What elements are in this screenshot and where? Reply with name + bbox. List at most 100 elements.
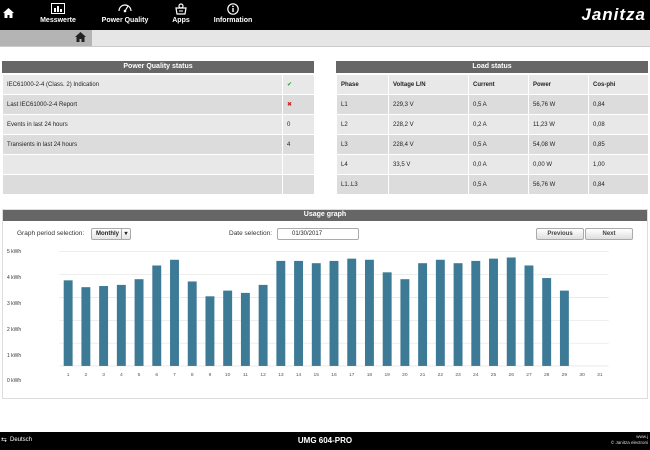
apps-icon bbox=[166, 3, 196, 15]
usage-bar-day-24[interactable] bbox=[471, 260, 481, 366]
x-tick-label: 5 bbox=[138, 372, 141, 378]
usage-graph-title: Usage graph bbox=[2, 209, 648, 221]
usage-bar-day-10[interactable] bbox=[223, 290, 233, 366]
usage-bar-day-3[interactable] bbox=[99, 286, 109, 366]
table-row: L1..L3 0,5 A 56,76 W 0,84 bbox=[336, 174, 649, 195]
date-input[interactable]: 01/30/2017 bbox=[277, 228, 359, 240]
column-header: Phase bbox=[336, 74, 389, 95]
nav-power-quality[interactable]: Power Quality bbox=[98, 3, 152, 24]
usage-bar-day-28[interactable] bbox=[542, 278, 552, 366]
y-tick-label: 2 kWh bbox=[7, 327, 22, 333]
x-tick-label: 16 bbox=[331, 372, 337, 378]
usage-bar-day-26[interactable] bbox=[506, 257, 516, 366]
y-tick-label: 1 kWh bbox=[7, 353, 22, 359]
usage-bar-day-23[interactable] bbox=[453, 263, 463, 366]
language-icon[interactable]: ⇆ bbox=[1, 437, 7, 444]
usage-bar-day-12[interactable] bbox=[258, 284, 268, 366]
usage-bar-day-7[interactable] bbox=[170, 259, 179, 366]
table-cell: L1..L3 bbox=[336, 174, 389, 195]
device-name: UMG 604-PRO bbox=[297, 436, 353, 445]
column-header: Cos-phi bbox=[588, 74, 649, 95]
x-tick-label: 26 bbox=[509, 372, 515, 378]
home-icon[interactable] bbox=[75, 32, 86, 44]
table-row: Transients in last 24 hours 4 bbox=[2, 134, 315, 155]
x-tick-label: 30 bbox=[579, 372, 585, 378]
usage-graph-panel bbox=[2, 209, 648, 399]
next-button[interactable]: Next bbox=[585, 228, 633, 240]
x-tick-label: 24 bbox=[473, 372, 479, 378]
x-tick-label: 3 bbox=[102, 372, 105, 378]
chevron-down-icon: ▾ bbox=[121, 229, 130, 239]
home-icon[interactable] bbox=[3, 8, 14, 20]
usage-bar-day-27[interactable] bbox=[524, 265, 534, 366]
usage-bar-day-18[interactable] bbox=[364, 259, 374, 366]
table-row: Events in last 24 hours 0 bbox=[2, 114, 315, 135]
period-select[interactable]: Monthly ▾ bbox=[91, 228, 131, 240]
previous-button[interactable]: Previous bbox=[536, 228, 584, 240]
x-tick-label: 19 bbox=[384, 372, 390, 378]
period-value: Monthly bbox=[96, 231, 119, 237]
table-row bbox=[2, 174, 315, 195]
usage-bar-day-22[interactable] bbox=[435, 259, 445, 366]
usage-bar-day-4[interactable] bbox=[116, 284, 126, 366]
pq-label: IEC61000-2-4 (Class. 2) Indication bbox=[2, 74, 283, 95]
date-label: Date selection: bbox=[229, 230, 272, 237]
table-cell: 0,08 bbox=[588, 114, 649, 135]
x-tick-label: 28 bbox=[544, 372, 550, 378]
table-cell: 0,5 A bbox=[468, 94, 529, 115]
y-tick-label: 4 kWh bbox=[7, 275, 22, 281]
nav-information[interactable]: Information bbox=[210, 3, 256, 24]
usage-bar-day-25[interactable] bbox=[489, 258, 498, 366]
usage-bar-day-13[interactable] bbox=[276, 260, 286, 366]
nav-messwerte[interactable]: Messwerte bbox=[36, 3, 80, 24]
janitza-logo: Janitza bbox=[581, 5, 646, 24]
pq-value bbox=[282, 174, 315, 195]
table-cell: 0,85 bbox=[588, 134, 649, 155]
information-icon bbox=[210, 3, 256, 15]
load-status-title: Load status bbox=[336, 61, 648, 73]
table-cell: 228,4 V bbox=[388, 134, 469, 155]
nav-apps[interactable]: Apps bbox=[166, 3, 196, 24]
table-cell: 1,00 bbox=[588, 154, 649, 175]
table-cell: L2 bbox=[336, 114, 389, 135]
usage-bar-day-21[interactable] bbox=[418, 263, 428, 366]
usage-bar-day-17[interactable] bbox=[347, 258, 357, 366]
usage-bar-day-15[interactable] bbox=[311, 263, 321, 366]
x-tick-label: 1 bbox=[67, 372, 70, 378]
usage-bar-day-6[interactable] bbox=[152, 265, 162, 366]
x-tick-label: 20 bbox=[402, 372, 408, 378]
status-bar: ⇆ Deutsch UMG 604-PRO www.j © Janitza el… bbox=[0, 432, 650, 450]
load-status-table: Phase Voltage L/N Current Power Cos-phi … bbox=[336, 74, 649, 195]
usage-bar-day-5[interactable] bbox=[134, 279, 144, 366]
column-header: Current bbox=[468, 74, 529, 95]
usage-bar-day-1[interactable] bbox=[63, 280, 73, 366]
usage-bar-day-16[interactable] bbox=[329, 260, 339, 366]
x-tick-label: 12 bbox=[260, 372, 266, 378]
nav-label: Messwerte bbox=[40, 17, 76, 24]
y-tick-label: 5 kWh bbox=[7, 249, 22, 255]
check-icon: ✔ bbox=[282, 74, 315, 95]
usage-bar-day-9[interactable] bbox=[205, 296, 215, 366]
usage-bar-day-8[interactable] bbox=[187, 281, 197, 366]
language-toggle[interactable]: Deutsch bbox=[10, 437, 33, 443]
nav-label: Apps bbox=[172, 17, 190, 24]
usage-bar-day-11[interactable] bbox=[240, 292, 250, 366]
x-tick-label: 25 bbox=[491, 372, 497, 378]
x-tick-label: 29 bbox=[562, 372, 568, 378]
x-tick-label: 2 bbox=[85, 372, 88, 378]
usage-bar-chart: 1 2 3 4 5 6 7 8 9 10 11 12 13 14 15 16 17 18 19 20 21 22 23 24 2… bbox=[59, 251, 609, 378]
column-header: Power bbox=[528, 74, 589, 95]
usage-bar-day-29[interactable] bbox=[559, 290, 569, 366]
usage-bar-day-2[interactable] bbox=[81, 287, 91, 366]
usage-bar-day-19[interactable] bbox=[382, 272, 392, 366]
table-cell: 33,5 V bbox=[388, 154, 469, 175]
usage-bar-day-14[interactable] bbox=[294, 260, 304, 366]
x-tick-label: 7 bbox=[173, 372, 176, 378]
table-cell: 0,00 W bbox=[528, 154, 589, 175]
pq-label bbox=[2, 174, 283, 195]
x-tick-label: 9 bbox=[209, 372, 212, 378]
table-row: L4 33,5 V 0,0 A 0,00 W 1,00 bbox=[336, 154, 649, 175]
usage-bar-day-20[interactable] bbox=[400, 279, 410, 366]
table-row: Last IEC61000-2-4 Report ✖ bbox=[2, 94, 315, 115]
pq-value: 0 bbox=[282, 114, 315, 135]
